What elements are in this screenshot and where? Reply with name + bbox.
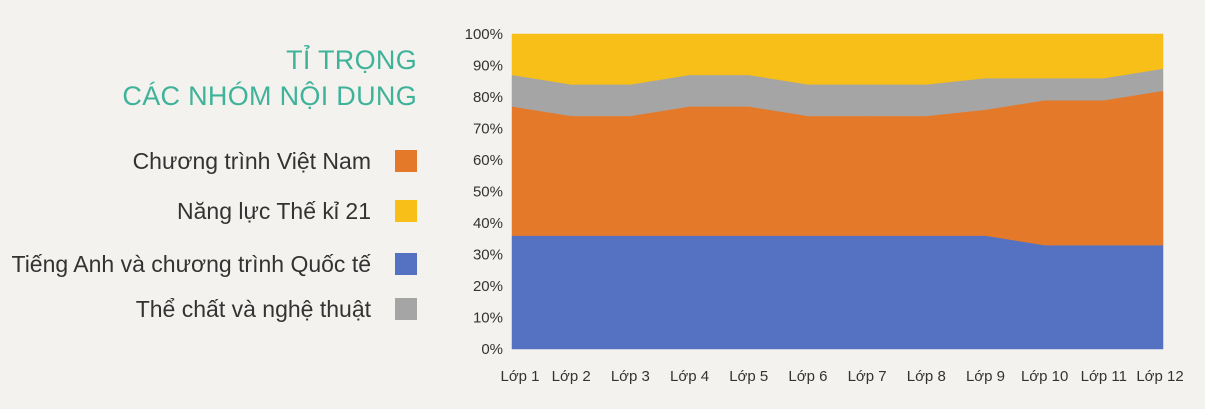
series-area-3 [511, 33, 1164, 85]
y-tick-label: 100% [465, 26, 503, 43]
y-tick-label: 70% [473, 121, 503, 138]
y-tick-label: 60% [473, 152, 503, 169]
y-tick-label: 30% [473, 247, 503, 264]
x-tick-label: Lớp 12 [1136, 368, 1183, 385]
series-area-0 [511, 235, 1164, 350]
y-tick-label: 20% [473, 278, 503, 295]
legend-item-vietnam: Chương trình Việt Nam [133, 146, 417, 176]
legend-swatch [395, 298, 417, 320]
legend-item-english: Tiếng Anh và chương trình Quốc tế [11, 249, 417, 279]
legend-item-century21: Năng lực Thế kỉ 21 [177, 196, 417, 226]
x-tick-label: Lớp 1 [500, 368, 539, 385]
legend-swatch [395, 150, 417, 172]
x-tick-label: Lớp 8 [907, 368, 946, 385]
x-tick-label: Lớp 4 [670, 368, 709, 385]
y-tick-label: 0% [481, 341, 503, 358]
y-tick-label: 90% [473, 58, 503, 75]
legend-swatch [395, 253, 417, 275]
legend-label: Chương trình Việt Nam [132, 147, 371, 174]
legend-label: Năng lực Thế kỉ 21 [177, 197, 371, 224]
legend-label: Tiếng Anh và chương trình Quốc tế [11, 250, 372, 277]
x-tick-label: Lớp 5 [729, 368, 768, 385]
x-tick-label: Lớp 7 [848, 368, 887, 385]
chart-title: TỈ TRỌNG CÁC NHÓM NỘI DUNG [122, 42, 417, 114]
legend-swatch [395, 200, 417, 222]
chart-title-line-1: TỈ TRỌNG [286, 45, 417, 75]
legend-item-arts: Thể chất và nghệ thuật [136, 294, 417, 324]
y-tick-label: 10% [473, 310, 503, 327]
y-tick-label: 50% [473, 184, 503, 201]
y-tick-label: 80% [473, 89, 503, 106]
x-tick-label: Lớp 2 [552, 368, 591, 385]
x-tick-label: Lớp 9 [966, 368, 1005, 385]
chart-title-line-2: CÁC NHÓM NỘI DUNG [122, 81, 417, 111]
x-tick-label: Lớp 6 [788, 368, 827, 385]
x-tick-label: Lớp 10 [1021, 368, 1068, 385]
y-tick-label: 40% [473, 215, 503, 232]
x-tick-label: Lớp 3 [611, 368, 650, 385]
legend-label: Thể chất và nghệ thuật [135, 295, 371, 322]
x-tick-label: Lớp 11 [1081, 368, 1127, 385]
